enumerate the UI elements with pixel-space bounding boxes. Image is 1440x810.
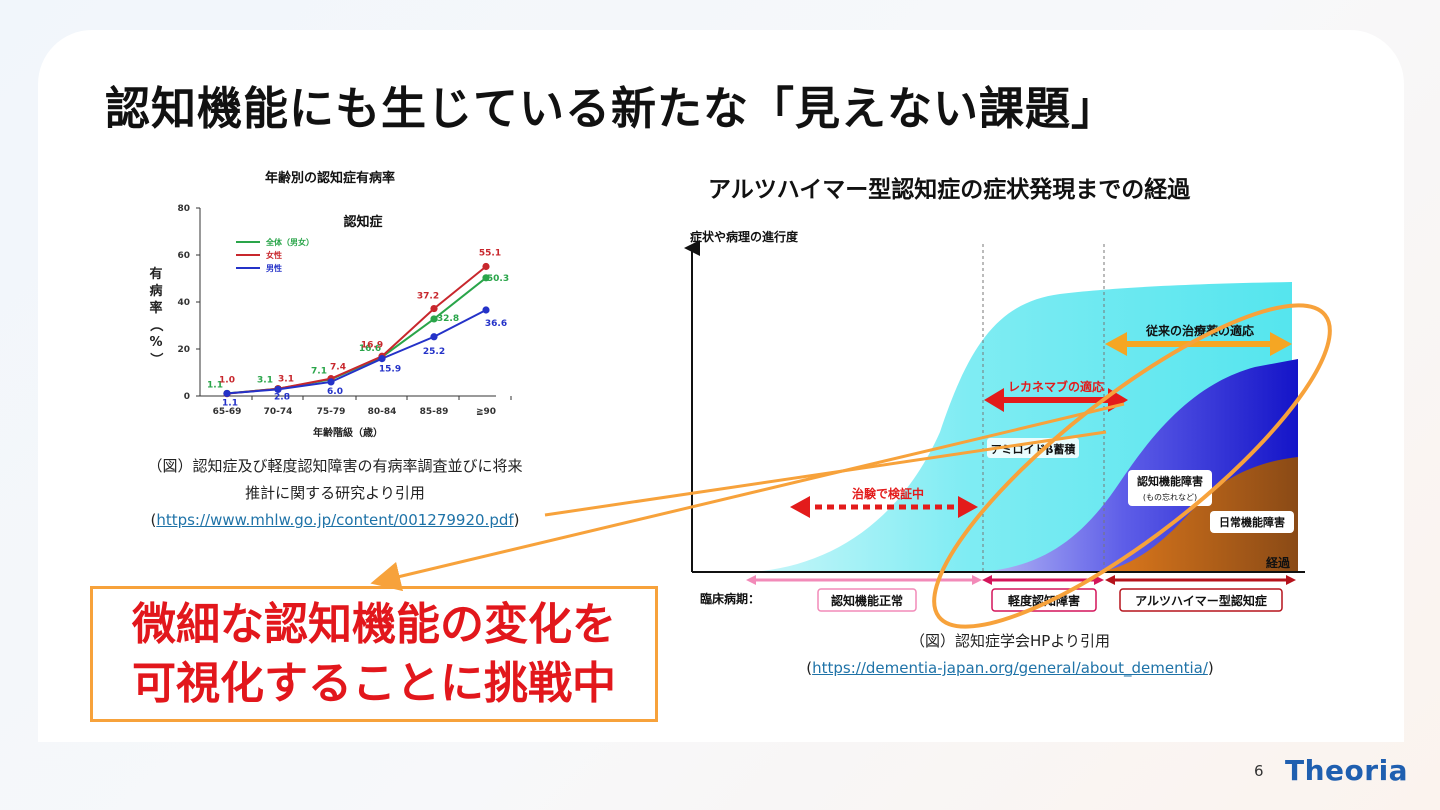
- svg-text:病: 病: [149, 283, 162, 299]
- legend-label: 女性: [266, 250, 282, 260]
- data-label: 2.8: [274, 392, 290, 402]
- left-link-open: (: [150, 511, 157, 529]
- y-tick-label: 0: [184, 392, 190, 402]
- x-axis-label: 年齢階級（歳）: [313, 426, 383, 439]
- data-label: 6.0: [327, 387, 343, 397]
- conventional-arrow-label: 従来の治療薬の適応: [1145, 323, 1254, 338]
- svg-text:有: 有: [149, 266, 162, 282]
- data-point: [430, 304, 438, 313]
- data-point: [482, 274, 490, 282]
- data-label: 1.1: [222, 398, 238, 408]
- data-point: [378, 355, 386, 363]
- data-label: 3.1: [278, 375, 294, 385]
- dementia-japan-source-link[interactable]: https://dementia-japan.org/general/about…: [812, 659, 1208, 677]
- svg-text:）: ）: [148, 352, 164, 365]
- svg-text:（: （: [148, 318, 164, 331]
- svg-text:%: %: [149, 335, 162, 350]
- left-caption-line2: 推計に関する研究より引用: [245, 484, 425, 502]
- data-point: [430, 315, 438, 323]
- prevalence-chart-title: 年齢別の認知症有病率: [265, 170, 395, 186]
- x-tick-label: 70-74: [264, 407, 293, 417]
- trial-arrow-label: 治験で検証中: [852, 486, 924, 501]
- right-caption-text: （図）認知症学会HPより引用: [909, 632, 1111, 650]
- x-tick-label: ≧90: [476, 407, 496, 417]
- data-label: 1.1: [207, 380, 223, 390]
- data-label: 50.3: [487, 274, 509, 284]
- data-label: 3.1: [257, 376, 273, 386]
- data-label: 55.1: [479, 249, 501, 259]
- data-point: [482, 262, 490, 271]
- lecanemab-arrow-label: レカネマブの適応: [1008, 379, 1104, 394]
- y-tick-label: 40: [177, 298, 190, 308]
- y-axis-label: 有病率 （% ）: [148, 266, 164, 366]
- challenge-callout-box: 微細な認知機能の変化を 可視化することに挑戦中: [90, 586, 658, 722]
- x-tick-label: 75-79: [317, 407, 346, 417]
- dementia-stage-bar: [1105, 575, 1296, 585]
- page-number: 6: [1254, 762, 1264, 780]
- data-point: [482, 306, 490, 314]
- progression-x-axis-label: 経過: [1266, 555, 1291, 570]
- x-tick-label: 65-69: [213, 407, 242, 417]
- callout-line1: 微細な認知機能の変化を: [132, 599, 616, 650]
- normal-stage-text: 認知機能正常: [831, 593, 903, 608]
- data-point: [274, 385, 282, 394]
- prevalence-line-chart: 年齢別の認知症有病率 認知症 有病率 （% ） 0 20 40 60 80 65-69 70-…: [148, 170, 512, 439]
- data-label: 25.2: [423, 347, 445, 357]
- series-line-2: [226, 309, 487, 395]
- amyloid-area-label: アミロイドβ蓄積: [991, 442, 1077, 456]
- mhlw-source-link[interactable]: https://www.mhlw.go.jp/content/001279920…: [156, 511, 514, 529]
- prevalence-chart-subtitle: 認知症: [343, 214, 382, 230]
- data-label: 16.9: [361, 340, 383, 350]
- left-figure-caption: （図）認知症及び軽度認知障害の有病率調査並びに将来 推計に関する研究より引用 (…: [110, 453, 560, 534]
- data-label: 36.6: [485, 319, 507, 329]
- legend-label: 全体（男女）: [265, 237, 314, 247]
- svg-text:率: 率: [149, 300, 162, 316]
- data-point: [327, 378, 335, 386]
- mci-stage-bar: [982, 575, 1104, 585]
- right-link-close: ): [1207, 659, 1214, 677]
- data-point: [223, 389, 231, 398]
- cognitive-area-label: 認知機能障害: [1137, 474, 1203, 488]
- data-label: 15.9: [379, 365, 401, 375]
- data-label: 37.2: [417, 292, 439, 302]
- right-source-row: (https://dementia-japan.org/general/abou…: [740, 655, 1280, 682]
- callout-line2: 可視化することに挑戦中: [132, 658, 616, 709]
- progression-chart-title: アルツハイマー型認知症の症状発現までの経過: [708, 177, 1191, 203]
- progression-area-chart: 症状や病理の進行度 経過 治験で検証中 レカネマブの適応 従来の治療薬の適応 ア…: [684, 229, 1305, 612]
- y-tick-label: 60: [177, 251, 190, 261]
- right-link-open: (: [806, 659, 813, 677]
- cognitive-area-note: (もの忘れなど): [1143, 492, 1197, 502]
- left-source-row: (https://www.mhlw.go.jp/content/00127992…: [110, 507, 560, 534]
- legend-label: 男性: [266, 263, 282, 273]
- left-caption-line1: （図）認知症及び軽度認知障害の有病率調査並びに将来: [147, 457, 523, 475]
- normal-stage-box: [817, 588, 917, 612]
- y-tick-label: 80: [177, 204, 190, 214]
- normal-stage-bar: [746, 575, 982, 585]
- data-label: 1.0: [219, 376, 235, 386]
- x-tick-label: 80-84: [368, 407, 397, 417]
- mci-stage-text: 軽度認知障害: [1008, 593, 1080, 608]
- y-tick-label: 20: [177, 345, 190, 355]
- daily-area-label: 日常機能障害: [1219, 515, 1285, 529]
- clinical-stage-label: 臨床病期：: [700, 591, 760, 606]
- theoria-logo: Theoria: [1285, 754, 1409, 787]
- dementia-stage-text: アルツハイマー型認知症: [1135, 593, 1267, 608]
- data-point: [430, 333, 438, 341]
- data-label: 32.8: [437, 314, 459, 324]
- progression-y-axis-label: 症状や病理の進行度: [690, 229, 799, 244]
- data-label: 7.1: [311, 366, 327, 376]
- x-tick-label: 85-89: [420, 407, 449, 417]
- left-link-close: ): [513, 511, 520, 529]
- data-label: 16.6: [359, 344, 381, 354]
- page-title: 認知機能にも生じている新たな「見えない課題」: [105, 82, 1118, 135]
- data-label: 7.4: [330, 363, 346, 373]
- right-figure-caption: （図）認知症学会HPより引用 (https://dementia-japan.o…: [740, 628, 1280, 682]
